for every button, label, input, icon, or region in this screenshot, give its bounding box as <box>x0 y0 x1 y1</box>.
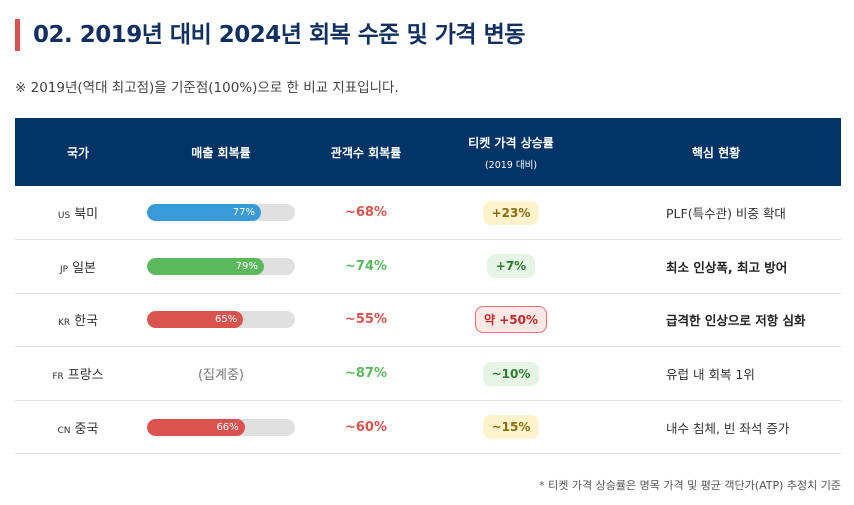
ticket-cell: ~15% <box>431 400 591 455</box>
ticket-badge: ~15% <box>482 415 540 440</box>
ticket-badge: +7% <box>486 254 536 279</box>
audience-recovery: ~87% <box>301 346 431 401</box>
revenue-pending: (집계중) <box>197 368 245 384</box>
country-name: 북미 <box>74 207 99 223</box>
table-row: FR 프랑스 (집계중) ~87% ~10% 유럽 내 회복 1위 <box>15 346 841 401</box>
ticket-badge: ~10% <box>482 361 540 386</box>
country-cell: KR 한국 <box>15 293 141 348</box>
revenue-bar: 77% <box>147 204 295 222</box>
country-code: JP <box>59 264 69 275</box>
header-key: 핵심 현황 <box>591 118 841 186</box>
revenue-bar: 65% <box>147 311 295 329</box>
ticket-cell: +23% <box>431 186 591 241</box>
country-cell: CN 중국 <box>15 400 141 455</box>
audience-recovery: ~74% <box>301 239 431 294</box>
header-ticket-sub: (2019 대비) <box>484 159 538 171</box>
revenue-cell: 77% <box>141 186 301 241</box>
header-ticket: 티켓 가격 상승률 (2019 대비) <box>431 118 591 186</box>
ticket-badge: +23% <box>482 200 540 225</box>
revenue-cell: 79% <box>141 239 301 294</box>
table-row: US 북미 77% ~68% +23% PLF(특수관) 비중 확대 <box>15 186 841 241</box>
table-row: CN 중국 66% ~60% ~15% 내수 침체, 빈 좌석 증가 <box>15 400 841 455</box>
revenue-cell: 65% <box>141 293 301 348</box>
ticket-badge: 약 +50% <box>475 306 547 334</box>
country-code: KR <box>57 318 71 329</box>
section-title: 02. 2019년 대비 2024년 회복 수준 및 가격 변동 <box>15 19 525 51</box>
revenue-cell: (집계중) <box>141 346 301 401</box>
key-status: 최소 인상폭, 최고 방어 <box>591 239 841 294</box>
audience-recovery: ~68% <box>301 186 431 241</box>
country-name: 중국 <box>74 421 99 437</box>
country-code: US <box>57 211 71 222</box>
country-name: 한국 <box>74 314 99 330</box>
revenue-bar-fill: 65% <box>147 311 244 329</box>
audience-recovery: ~60% <box>301 400 431 455</box>
revenue-cell: 66% <box>141 400 301 455</box>
header-country: 국가 <box>15 118 141 186</box>
key-status: 유럽 내 회복 1위 <box>591 346 841 401</box>
country-code: CN <box>57 425 71 436</box>
header-ticket-label: 티켓 가격 상승률 <box>468 135 554 150</box>
table-row: KR 한국 65% ~55% 약 +50% 급격한 인상으로 저항 심화 <box>15 293 841 348</box>
revenue-bar: 66% <box>147 418 295 436</box>
key-status: 내수 침체, 빈 좌석 증가 <box>591 400 841 455</box>
table-header-row: 국가 매출 회복률 관객수 회복률 티켓 가격 상승률 (2019 대비) 핵심 … <box>15 118 841 186</box>
ticket-cell: ~10% <box>431 346 591 401</box>
country-name: 프랑스 <box>67 368 104 384</box>
country-name: 일본 <box>72 260 96 276</box>
note-text: ※ 2019년(역대 최고점)을 기준점(100%)으로 한 비교 지표입니다. <box>15 80 399 96</box>
header-audience: 관객수 회복률 <box>301 118 431 186</box>
table-row: JP 일본 79% ~74% +7% 최소 인상폭, 최고 방어 <box>15 239 841 294</box>
country-cell: FR 프랑스 <box>15 346 141 401</box>
revenue-bar-fill: 77% <box>147 204 261 222</box>
footnote: * 티켓 가격 상승률은 명목 가격 및 평균 객단가(ATP) 추정치 기준 <box>539 479 841 492</box>
ticket-cell: 약 +50% <box>431 293 591 348</box>
audience-recovery: ~55% <box>301 293 431 348</box>
revenue-bar-fill: 66% <box>147 418 245 436</box>
country-cell: JP 일본 <box>15 239 141 294</box>
country-cell: US 북미 <box>15 186 141 241</box>
ticket-cell: +7% <box>431 239 591 294</box>
revenue-bar-fill: 79% <box>147 257 264 275</box>
header-revenue: 매출 회복률 <box>141 118 301 186</box>
key-status: PLF(특수관) 비중 확대 <box>591 186 841 241</box>
key-status: 급격한 인상으로 저항 심화 <box>591 293 841 348</box>
recovery-table: 국가 매출 회복률 관객수 회복률 티켓 가격 상승률 (2019 대비) 핵심 … <box>15 118 841 455</box>
country-code: FR <box>52 372 64 383</box>
revenue-bar: 79% <box>147 257 295 275</box>
